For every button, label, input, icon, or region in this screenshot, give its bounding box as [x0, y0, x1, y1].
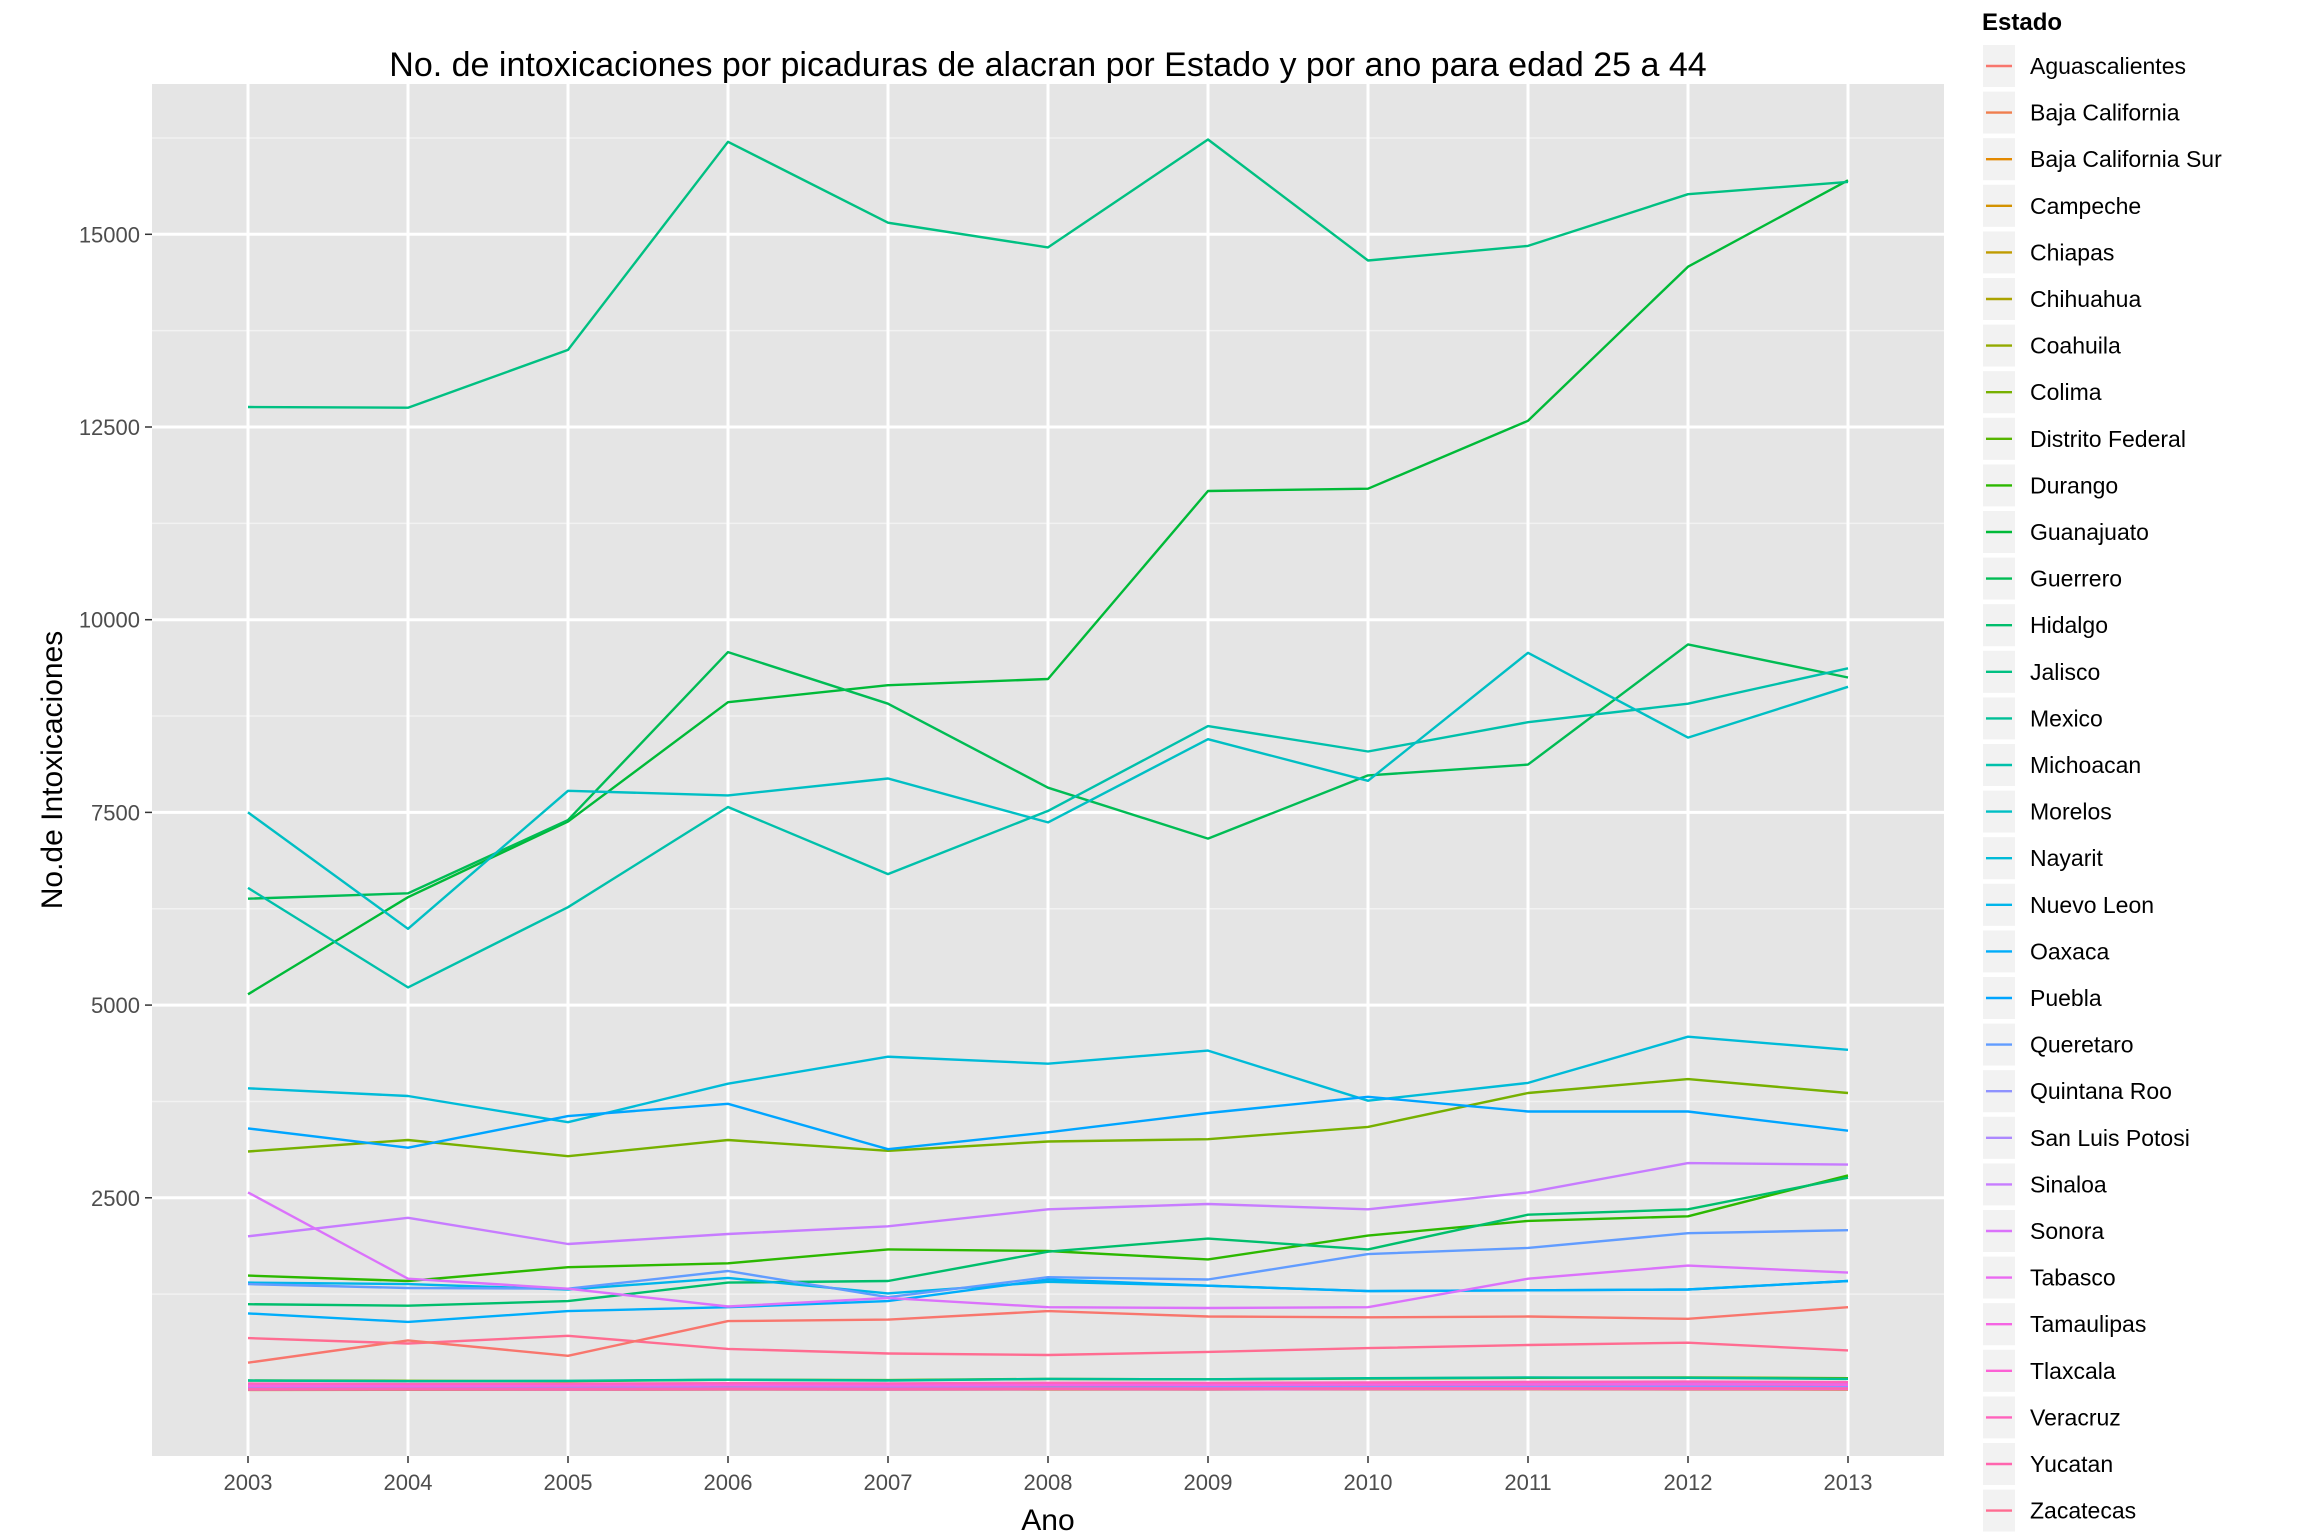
legend-title: Estado: [1982, 9, 2062, 36]
x-tick-label: 2012: [1664, 1470, 1713, 1495]
y-axis-title: No.de Intoxicaciones: [36, 631, 69, 910]
x-tick-label: 2003: [224, 1470, 273, 1495]
legend: Estado Aguascalientes Baja California Baja…: [1981, 9, 2222, 1534]
chart-title: No. de intoxicaciones por picaduras de a…: [389, 46, 1706, 84]
y-axis: 2500 5000 7500 10000 12500 15000: [79, 222, 152, 1211]
legend-label: Tabasco: [2030, 1265, 2116, 1291]
series-line-yucatan: [247, 1387, 1849, 1391]
legend-label: Distrito Federal: [2030, 426, 2186, 452]
legend-label: Sonora: [2030, 1218, 2104, 1244]
x-tick-label: 2011: [1504, 1470, 1551, 1495]
legend-label: Morelos: [2030, 799, 2112, 825]
legend-label: Hidalgo: [2030, 612, 2108, 638]
y-tick-label: 2500: [91, 1186, 140, 1211]
x-axis: 2003 2004 2005 2006 2007 2008 2009 2010 2011 2012…: [224, 1456, 1873, 1495]
legend-label: Tlaxcala: [2030, 1358, 2116, 1384]
x-tick-label: 2010: [1344, 1470, 1393, 1495]
series-line-colima: [247, 1077, 1849, 1158]
series-line-guerrero: [247, 643, 1849, 900]
series-line-queretaro: [247, 1229, 1849, 1299]
series-line-unnamed-32: [247, 1306, 1849, 1364]
y-tick-label: 12500: [79, 415, 140, 440]
legend-label: Baja California Sur: [2030, 146, 2222, 172]
x-tick-label: 2007: [864, 1470, 913, 1495]
legend-label: Jalisco: [2030, 659, 2100, 685]
legend-label: Zacatecas: [2030, 1498, 2136, 1524]
series-line-guanajuato: [247, 179, 1849, 996]
legend-label: Guerrero: [2030, 566, 2122, 592]
legend-label: Guanajuato: [2030, 519, 2149, 545]
series-line-mexico: [247, 1376, 1849, 1383]
legend-label: Yucatan: [2030, 1451, 2113, 1477]
legend-label: Durango: [2030, 472, 2118, 498]
series-line-morelos: [247, 651, 1849, 930]
series-line-nayarit: [247, 1035, 1849, 1124]
series-line-tamaulipas: [247, 1383, 1849, 1388]
legend-label: Chiapas: [2030, 239, 2114, 265]
x-tick-label: 2009: [1184, 1470, 1233, 1495]
y-tick-label: 15000: [79, 222, 140, 247]
series-line-jalisco: [247, 138, 1849, 409]
legend-label: Chihuahua: [2030, 286, 2141, 312]
x-tick-label: 2013: [1824, 1470, 1873, 1495]
x-tick-label: 2005: [544, 1470, 593, 1495]
legend-label: Queretaro: [2030, 1032, 2134, 1058]
y-tick-label: 10000: [79, 608, 140, 633]
legend-label: Oaxaca: [2030, 938, 2109, 964]
legend-label: Quintana Roo: [2030, 1078, 2172, 1104]
series-line-hidalgo: [247, 1176, 1849, 1307]
legend-label: Nuevo Leon: [2030, 892, 2154, 918]
series-lines: [247, 138, 1849, 1392]
series-line-michoacan: [247, 667, 1849, 989]
legend-label: Veracruz: [2030, 1404, 2121, 1430]
legend-label: Aguascalientes: [2030, 53, 2186, 79]
x-tick-label: 2004: [384, 1470, 433, 1495]
legend-label: Mexico: [2030, 705, 2103, 731]
series-line-veracruz: [247, 1380, 1849, 1386]
legend-label: Tamaulipas: [2030, 1311, 2146, 1337]
x-tick-label: 2008: [1024, 1470, 1073, 1495]
series-line-oaxaca: [247, 1278, 1849, 1324]
x-tick-label: 2006: [704, 1470, 753, 1495]
x-axis-title: Ano: [1021, 1504, 1074, 1536]
series-line-sinaloa: [247, 1161, 1849, 1246]
legend-label: Michoacan: [2030, 752, 2141, 778]
legend-label: Sinaloa: [2030, 1171, 2107, 1197]
major-gridlines: [152, 84, 1944, 1456]
legend-label: Campeche: [2030, 193, 2141, 219]
legend-label: San Luis Potosi: [2030, 1125, 2190, 1151]
y-tick-label: 7500: [91, 800, 140, 825]
series-line-zacatecas: [247, 1334, 1849, 1357]
legend-label: Coahuila: [2030, 333, 2121, 359]
series-line-sonora: [247, 1191, 1849, 1310]
series-line-puebla: [247, 1095, 1849, 1151]
legend-label: Nayarit: [2030, 845, 2103, 871]
legend-label: Baja California: [2030, 100, 2180, 126]
legend-label: Colima: [2030, 379, 2102, 405]
legend-label: Puebla: [2030, 985, 2102, 1011]
y-tick-label: 5000: [91, 993, 140, 1018]
